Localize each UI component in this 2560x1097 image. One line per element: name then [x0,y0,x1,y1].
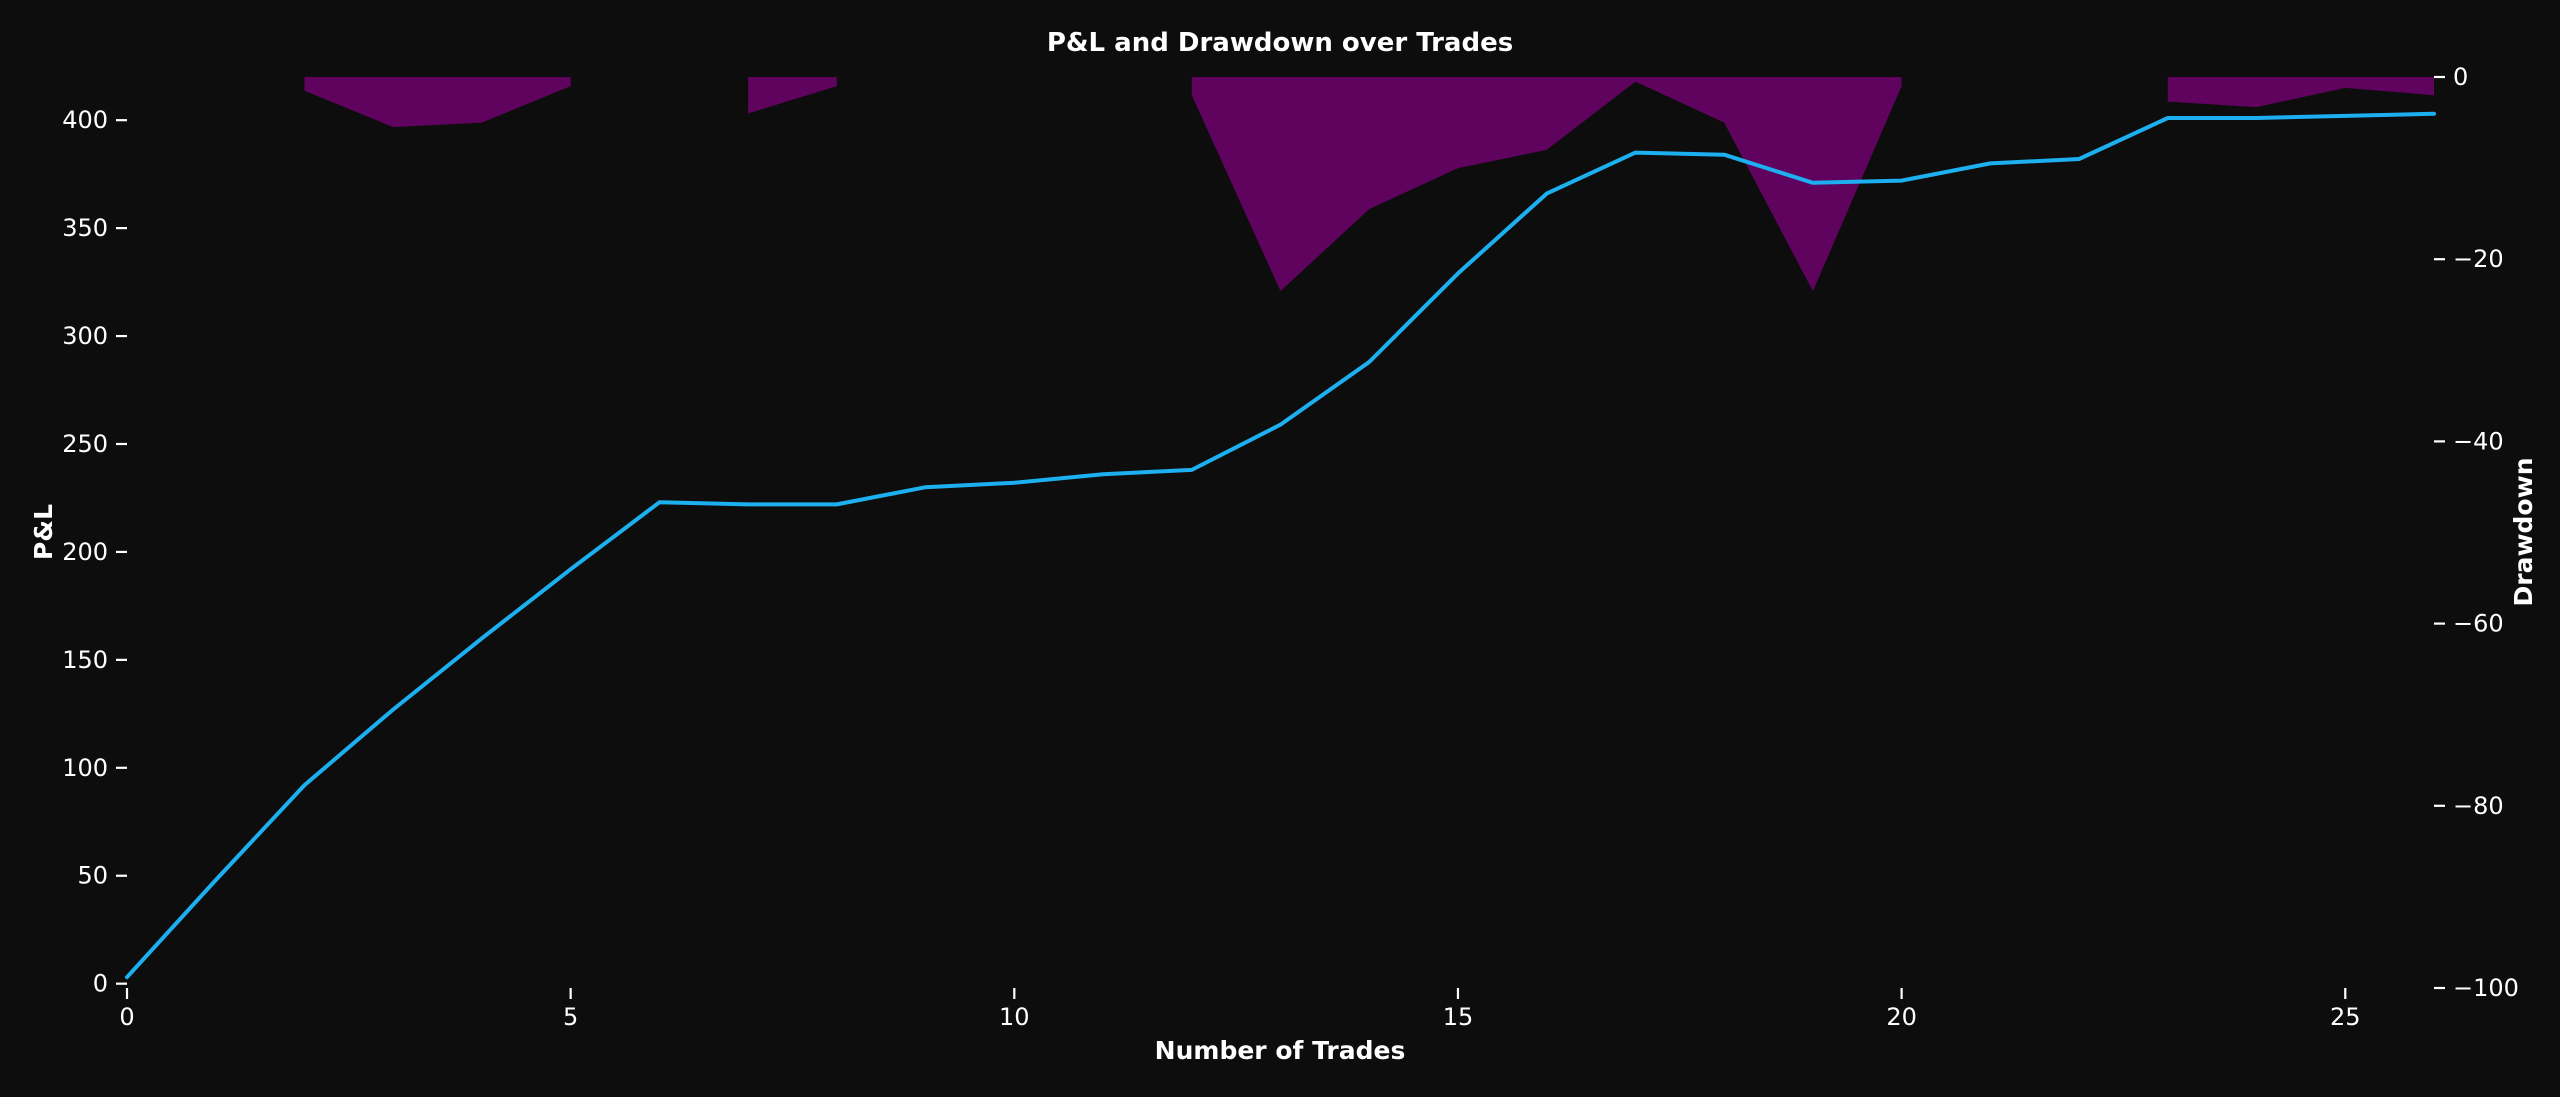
x-axis-label: Number of Trades [1154,1036,1406,1065]
y-tick-label-right: −80 [2453,792,2504,820]
y-tick-label-right: −60 [2453,610,2504,638]
x-tick-label: 10 [999,1003,1030,1031]
x-tick-label: 20 [1886,1003,1917,1031]
y-tick-label-right: −40 [2453,427,2504,455]
pnl-line [125,111,2436,980]
x-tick-label: 15 [1443,1003,1474,1031]
y-tick-label-right: −100 [2453,974,2519,1002]
y-tick-label-left: 250 [62,430,108,458]
y-tick-label-left: 100 [62,754,108,782]
y-tick-label-left: 400 [62,106,108,134]
x-tick-label: 5 [563,1003,578,1031]
drawdown-area [304,77,571,128]
y-tick-label-left: 50 [77,862,108,890]
y-tick-label-right: −20 [2453,245,2504,273]
x-tick-label: 0 [119,1003,134,1031]
y-axis-label-right: Drawdown [2509,457,2538,607]
y-tick-label-left: 350 [62,214,108,242]
y-tick-label-right: 0 [2453,63,2468,91]
x-tick-label: 25 [2330,1003,2361,1031]
y-tick-label-left: 0 [93,970,108,998]
y-axis-label-left: P&L [29,503,58,561]
y-tick-label-left: 150 [62,646,108,674]
drawdown-area [1191,77,1902,292]
drawdown-area [748,77,837,114]
y-tick-label-left: 300 [62,322,108,350]
drawdown-area [2167,77,2434,108]
y-tick-label-left: 200 [62,538,108,566]
chart-title: P&L and Drawdown over Trades [1046,28,1514,58]
